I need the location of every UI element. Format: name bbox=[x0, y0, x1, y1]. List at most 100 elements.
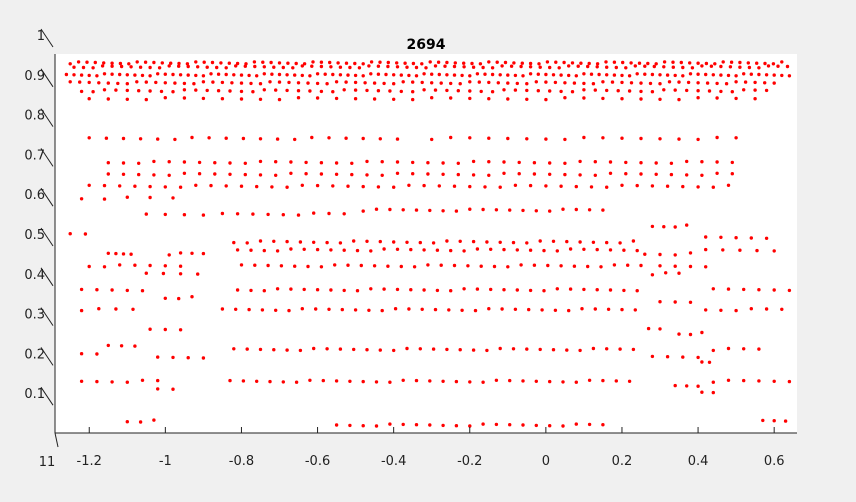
data-point bbox=[376, 72, 381, 76]
data-point bbox=[487, 60, 491, 64]
data-point bbox=[262, 88, 266, 92]
data-point bbox=[152, 159, 156, 164]
data-point bbox=[534, 423, 538, 428]
data-point bbox=[152, 173, 156, 177]
data-point bbox=[696, 72, 700, 76]
data-point bbox=[361, 209, 365, 213]
data-point bbox=[738, 60, 742, 65]
data-point bbox=[405, 346, 409, 351]
data-point bbox=[567, 73, 571, 78]
data-point bbox=[239, 89, 244, 94]
data-point bbox=[143, 60, 148, 64]
data-point bbox=[578, 159, 582, 164]
data-point bbox=[734, 96, 738, 101]
data-point bbox=[148, 327, 152, 331]
data-point bbox=[591, 240, 596, 244]
data-point bbox=[138, 137, 143, 141]
y-tick bbox=[40, 187, 54, 207]
data-point bbox=[285, 348, 289, 352]
data-point bbox=[392, 82, 396, 86]
data-point bbox=[260, 308, 265, 312]
data-point bbox=[709, 64, 714, 68]
data-point bbox=[190, 295, 194, 299]
data-point bbox=[376, 64, 381, 68]
data-point bbox=[639, 97, 643, 101]
data-point bbox=[635, 72, 639, 76]
data-point bbox=[506, 81, 510, 85]
data-point bbox=[492, 264, 497, 269]
data-point bbox=[654, 172, 658, 176]
data-point bbox=[454, 379, 459, 384]
data-point bbox=[178, 251, 183, 255]
data-point bbox=[665, 355, 670, 359]
data-point bbox=[766, 64, 771, 68]
data-point bbox=[106, 251, 111, 255]
data-point bbox=[386, 264, 390, 268]
data-point bbox=[422, 183, 426, 188]
data-point bbox=[570, 61, 575, 65]
data-point bbox=[595, 65, 599, 69]
data-point bbox=[251, 90, 255, 94]
data-point bbox=[428, 60, 432, 64]
data-point bbox=[780, 307, 784, 311]
data-point bbox=[388, 89, 392, 93]
data-point bbox=[646, 61, 650, 66]
data-point bbox=[294, 61, 298, 66]
data-point bbox=[648, 81, 653, 86]
data-point bbox=[595, 288, 599, 292]
data-point bbox=[418, 240, 422, 245]
data-point bbox=[426, 172, 430, 176]
data-point bbox=[696, 89, 700, 93]
data-point bbox=[538, 239, 542, 243]
data-point bbox=[216, 72, 221, 76]
data-point bbox=[72, 65, 76, 69]
data-point bbox=[412, 265, 417, 269]
data-point bbox=[527, 307, 531, 312]
data-point bbox=[395, 65, 400, 69]
data-point bbox=[262, 289, 266, 293]
data-point bbox=[726, 73, 731, 78]
data-point bbox=[163, 185, 167, 189]
data-point bbox=[374, 380, 379, 384]
y-tick-label: 0.2 bbox=[24, 347, 45, 362]
data-point bbox=[79, 73, 84, 77]
data-point bbox=[329, 65, 333, 69]
data-point bbox=[515, 81, 519, 86]
data-point bbox=[302, 247, 306, 251]
data-point bbox=[274, 160, 278, 164]
data-point bbox=[551, 73, 556, 77]
data-point bbox=[338, 73, 343, 77]
data-point bbox=[102, 183, 107, 188]
data-point bbox=[481, 65, 485, 70]
data-point bbox=[506, 73, 510, 77]
data-point bbox=[587, 422, 592, 427]
data-point bbox=[447, 308, 451, 312]
data-point bbox=[521, 423, 525, 427]
data-point bbox=[334, 379, 339, 383]
data-point bbox=[538, 347, 542, 352]
data-point bbox=[534, 379, 538, 383]
data-point bbox=[249, 81, 253, 86]
data-point bbox=[639, 161, 643, 165]
data-point bbox=[439, 263, 443, 267]
data-point bbox=[627, 89, 632, 93]
data-point bbox=[503, 60, 508, 65]
data-point bbox=[454, 209, 459, 213]
data-point bbox=[319, 265, 324, 269]
data-point bbox=[441, 423, 445, 428]
data-point bbox=[420, 62, 424, 66]
data-point bbox=[334, 423, 339, 427]
data-point bbox=[724, 82, 729, 86]
data-point bbox=[281, 65, 285, 70]
data-point bbox=[749, 307, 753, 311]
data-point bbox=[333, 263, 337, 267]
data-point bbox=[376, 89, 381, 93]
x-tick-label: -0.6 bbox=[305, 454, 330, 469]
data-point bbox=[498, 346, 502, 351]
data-point bbox=[468, 184, 472, 189]
y-tick bbox=[40, 227, 54, 247]
data-point bbox=[562, 60, 566, 65]
data-point bbox=[312, 240, 316, 244]
y-tick-label: 0.8 bbox=[24, 109, 45, 124]
data-point bbox=[186, 64, 190, 69]
